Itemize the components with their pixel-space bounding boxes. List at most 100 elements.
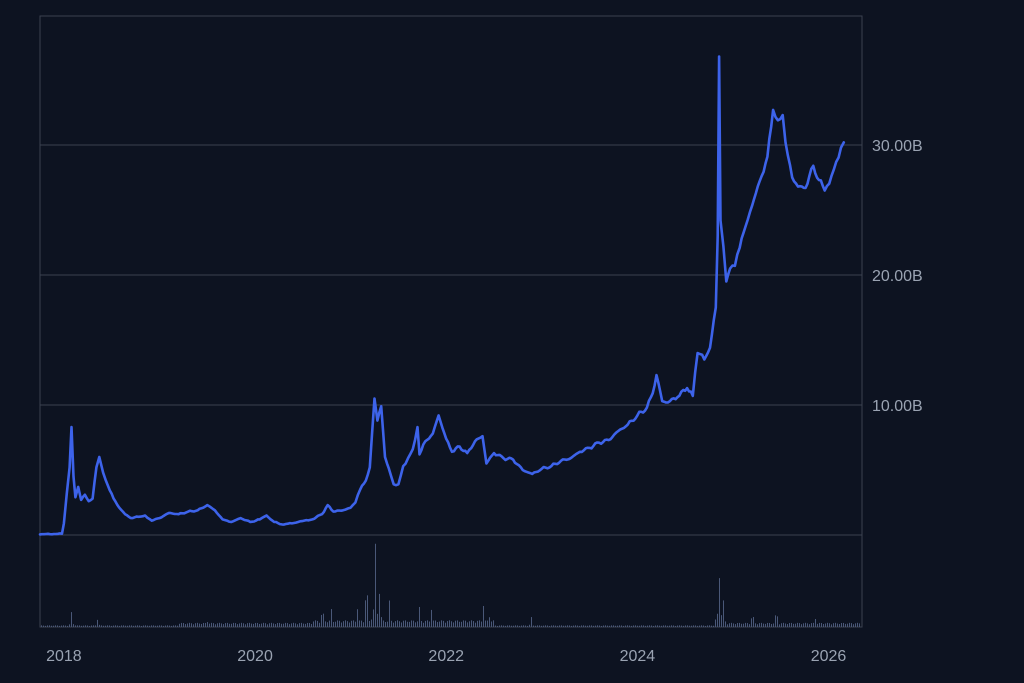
volume-bar — [519, 625, 520, 627]
volume-bar — [403, 620, 404, 627]
volume-bar — [275, 624, 276, 627]
volume-bar — [533, 625, 534, 627]
grid-lines — [40, 144, 862, 536]
volume-bar — [363, 622, 364, 627]
volume-bar — [757, 624, 758, 627]
volume-bar — [773, 623, 774, 627]
volume-bar — [591, 625, 592, 627]
volume-bar — [737, 623, 738, 627]
volume-bar — [321, 614, 322, 627]
volume-bar — [129, 625, 130, 627]
volume-bar — [161, 625, 162, 627]
volume-bar — [777, 616, 778, 627]
volume-bar — [639, 625, 640, 627]
volume-bar — [463, 620, 464, 627]
volume-bar — [411, 620, 412, 627]
volume-bar — [601, 625, 602, 627]
volume-bar — [233, 622, 234, 627]
volume-bar — [267, 624, 268, 627]
volume-bar — [767, 622, 768, 627]
volume-bar — [293, 622, 294, 627]
volume-bar — [289, 624, 290, 627]
volume-bar — [489, 617, 490, 627]
volume-bar — [483, 605, 484, 627]
volume-bar — [355, 621, 356, 627]
volume-bar — [345, 620, 346, 627]
volume-bar — [231, 623, 232, 627]
volume-bar — [743, 623, 744, 627]
volume-bar — [121, 625, 122, 627]
volume-bar — [181, 622, 182, 627]
volume-bar — [151, 625, 152, 627]
volume-bar — [759, 623, 760, 627]
volume-bar — [619, 625, 620, 627]
volume-bar — [643, 625, 644, 627]
volume-bar — [481, 621, 482, 627]
volume-bar — [667, 625, 668, 627]
volume-bar — [373, 609, 374, 627]
volume-bar — [501, 625, 502, 627]
volume-bar — [625, 625, 626, 627]
volume-bar — [455, 620, 456, 627]
y-tick-label: 30.00B — [872, 138, 923, 155]
volume-bar — [45, 625, 46, 627]
volume-bar — [729, 623, 730, 627]
volume-bar — [593, 625, 594, 627]
volume-bar — [727, 624, 728, 627]
volume-bar — [307, 622, 308, 627]
volume-bar — [657, 625, 658, 627]
volume-bar — [381, 617, 382, 627]
volume-bar — [171, 625, 172, 627]
volume-bar — [135, 625, 136, 627]
volume-bar — [705, 625, 706, 627]
volume-bar — [59, 625, 60, 627]
volume-bar — [299, 623, 300, 627]
volume-bar — [769, 622, 770, 627]
volume-bar — [827, 622, 828, 627]
volume-bar — [471, 620, 472, 627]
volume-bar — [771, 623, 772, 627]
volume-bar — [787, 624, 788, 627]
volume-bar — [547, 625, 548, 627]
volume-bar — [387, 621, 388, 627]
volume-bar — [113, 625, 114, 627]
volume-bar — [839, 623, 840, 627]
volume-bar — [247, 623, 248, 627]
volume-bar — [169, 625, 170, 627]
volume-bar — [429, 621, 430, 627]
volume-bar — [713, 625, 714, 627]
volume-bar — [309, 622, 310, 627]
volume-bar — [137, 625, 138, 627]
volume-bar — [799, 623, 800, 627]
volume-bar — [673, 625, 674, 627]
volume-bar — [479, 620, 480, 627]
volume-bar — [343, 621, 344, 627]
volume-bar — [583, 625, 584, 627]
volume-bar — [851, 623, 852, 627]
volume-bar — [249, 622, 250, 627]
volume-bar — [687, 625, 688, 627]
volume-bar — [775, 615, 776, 627]
volume-bar — [399, 621, 400, 627]
volume-bar — [201, 623, 202, 627]
volume-bar — [419, 606, 420, 627]
volume-bar — [549, 625, 550, 627]
x-axis-tick-labels: 2018 2020 2022 2024 2026 — [46, 648, 846, 665]
volume-bar — [531, 617, 532, 627]
volume-bar — [785, 623, 786, 627]
volume-bar — [107, 625, 108, 627]
volume-bar — [265, 623, 266, 627]
volume-bar — [535, 625, 536, 627]
volume-bar — [155, 625, 156, 627]
volume-bar — [823, 624, 824, 627]
volume-bar — [305, 623, 306, 627]
volume-bar — [391, 620, 392, 627]
volume-bar — [791, 622, 792, 627]
volume-bar — [543, 625, 544, 627]
volume-bar — [539, 625, 540, 627]
volume-bar — [655, 625, 656, 627]
volume-bar — [681, 625, 682, 627]
volume-bar — [141, 625, 142, 627]
volume-bar — [431, 609, 432, 627]
